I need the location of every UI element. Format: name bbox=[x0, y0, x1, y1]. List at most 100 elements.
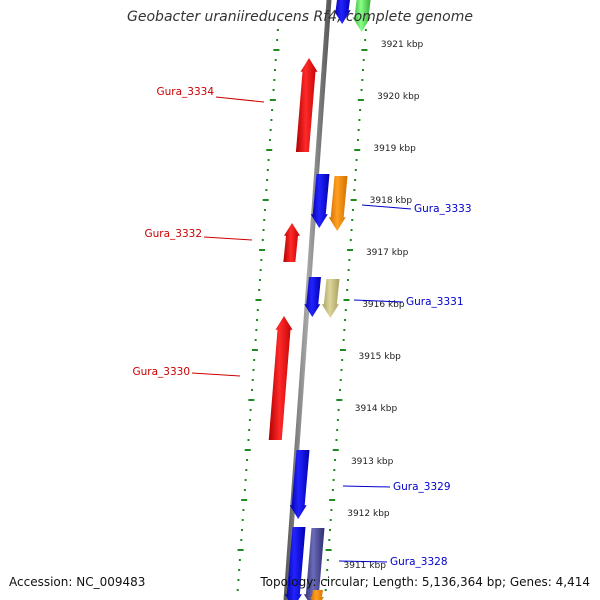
ruler-dot bbox=[256, 319, 259, 321]
ruler-dot bbox=[328, 539, 331, 541]
ruler-dot bbox=[362, 59, 365, 61]
gene-arrow-top-blue bbox=[333, 0, 351, 24]
ruler-dot bbox=[340, 369, 343, 371]
ruler-dot bbox=[351, 219, 354, 221]
ruler-dot bbox=[347, 249, 354, 251]
ruler-dot bbox=[260, 259, 263, 261]
ruler-dot bbox=[271, 109, 274, 111]
ruler-dot bbox=[251, 379, 254, 381]
gene-arrow-gura-3331-blue bbox=[304, 277, 321, 317]
gene-arrow-gura-3330 bbox=[268, 316, 293, 440]
ruler-dot bbox=[342, 339, 345, 341]
ruler-dot bbox=[258, 289, 261, 291]
ruler-dot bbox=[349, 239, 352, 241]
ruler-dot bbox=[334, 459, 337, 461]
kbp-tick-label: 3916 kbp bbox=[362, 300, 405, 310]
ruler-dot bbox=[326, 559, 329, 561]
ruler-dot bbox=[269, 129, 272, 131]
kbp-tick-label: 3911 kbp bbox=[344, 561, 387, 571]
length-text: Length: 5,136,364 bp; bbox=[372, 575, 507, 589]
gene-label-gura-3332: Gura_3332 bbox=[144, 228, 202, 240]
ruler-dot bbox=[254, 339, 257, 341]
ruler-dot bbox=[344, 309, 347, 311]
ruler-dot bbox=[346, 279, 349, 281]
ruler-dot bbox=[276, 39, 279, 41]
ruler-dot bbox=[240, 539, 243, 541]
ruler-dot bbox=[244, 449, 251, 451]
kbp-tick-label: 3920 kbp bbox=[377, 92, 420, 102]
ruler-dot bbox=[238, 559, 241, 561]
gene-label-gura-3331-leader bbox=[353, 299, 404, 303]
gene-arrow-gura-3333-blue bbox=[310, 174, 330, 228]
ruler-dot bbox=[241, 499, 248, 501]
ruler-dot bbox=[273, 49, 280, 51]
ruler-dot bbox=[330, 509, 333, 511]
ruler-dot bbox=[261, 239, 264, 241]
ruler-dot bbox=[357, 99, 364, 101]
ruler-dot bbox=[359, 109, 362, 111]
ruler-dot bbox=[266, 179, 269, 181]
gene-label-gura-3330: Gura_3330 bbox=[132, 366, 190, 378]
outer-ruler-dots bbox=[324, 19, 368, 591]
ruler-dot bbox=[355, 159, 358, 161]
ruler-dot bbox=[265, 189, 268, 191]
ruler-dot bbox=[325, 579, 328, 581]
ruler-dot bbox=[274, 59, 277, 61]
ruler-dot bbox=[273, 79, 276, 81]
gene-arrow-gura-3332 bbox=[283, 223, 300, 262]
gene-label-gura-3334: Gura_3334 bbox=[156, 86, 214, 98]
ruler-dot bbox=[273, 69, 276, 71]
gene-label-gura-3333-leader bbox=[361, 204, 412, 210]
gene-arrow-gura-3333-orange bbox=[328, 176, 348, 231]
ruler-dot bbox=[276, 29, 279, 31]
ruler-dot bbox=[343, 329, 346, 331]
ruler-dot bbox=[324, 589, 327, 591]
gene-label-gura-3333: Gura_3333 bbox=[414, 203, 472, 215]
ruler-dot bbox=[249, 409, 252, 411]
ruler-dot bbox=[248, 429, 251, 431]
ruler-dot bbox=[339, 349, 346, 351]
ruler-dot bbox=[244, 479, 247, 481]
ruler-dot bbox=[364, 29, 367, 31]
ruler-dot bbox=[358, 119, 361, 121]
kbp-tick-label: 3917 kbp bbox=[366, 248, 409, 258]
ruler-dot bbox=[333, 469, 336, 471]
gene-features bbox=[268, 0, 371, 600]
ruler-dot bbox=[248, 419, 251, 421]
ruler-dot bbox=[245, 469, 248, 471]
gene-label-gura-3329-leader bbox=[342, 485, 391, 488]
ruler-dot bbox=[361, 69, 364, 71]
ruler-dot bbox=[253, 359, 256, 361]
ruler-dot bbox=[242, 509, 245, 511]
gene-label-leaders bbox=[191, 96, 412, 563]
kbp-tick-label: 3921 kbp bbox=[381, 40, 424, 50]
gene-arrow-gura-3334 bbox=[295, 58, 318, 152]
ruler-dot bbox=[268, 139, 271, 141]
ruler-dot bbox=[267, 159, 270, 161]
ruler-dot bbox=[255, 329, 258, 331]
ruler-dot bbox=[237, 549, 244, 551]
ruler-dot bbox=[262, 199, 269, 201]
ruler-dot bbox=[259, 269, 262, 271]
ruler-dot bbox=[343, 299, 350, 301]
gene-arrow-top-green bbox=[352, 0, 371, 32]
ruler-dot bbox=[326, 569, 329, 571]
ruler-dot bbox=[336, 419, 339, 421]
ruler-dot bbox=[329, 499, 336, 501]
gene-label-gura-3328: Gura_3328 bbox=[390, 556, 448, 568]
ruler-dot bbox=[331, 489, 334, 491]
kbp-tick-label: 3919 kbp bbox=[373, 144, 416, 154]
gene-label-gura-3332-leader bbox=[203, 236, 253, 241]
genome-summary: Topology: circular; Length: 5,136,364 bp… bbox=[260, 575, 590, 589]
ruler-dot bbox=[272, 89, 275, 91]
ruler-dot bbox=[351, 209, 354, 211]
ruler-dot bbox=[266, 169, 269, 171]
ruler-dot bbox=[251, 349, 258, 351]
gene-label-gura-3334-leader bbox=[215, 96, 265, 103]
ruler-dot bbox=[361, 79, 364, 81]
gene-arrow-gura-3331-khaki bbox=[321, 279, 340, 318]
ruler-dot bbox=[332, 449, 339, 451]
ruler-dot bbox=[248, 399, 255, 401]
kbp-tick-label: 3918 kbp bbox=[370, 196, 413, 206]
